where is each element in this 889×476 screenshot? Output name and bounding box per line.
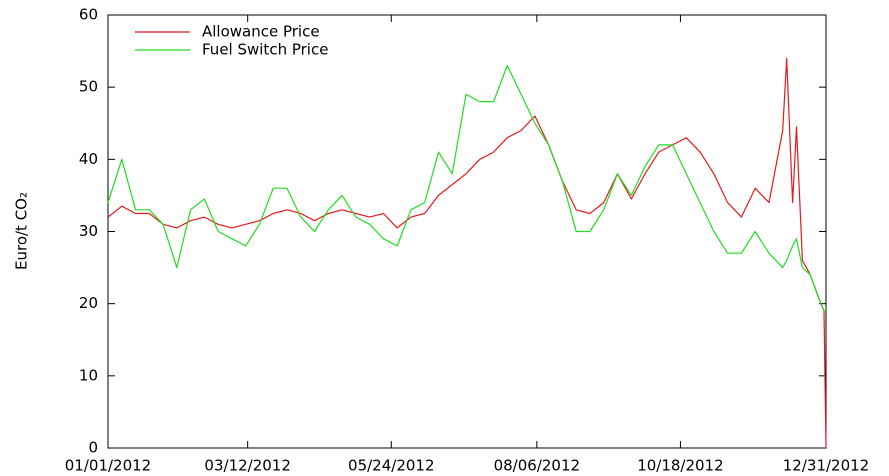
- y-tick-label: 50: [79, 78, 98, 96]
- legend-label: Allowance Price: [202, 23, 320, 41]
- legend-label: Fuel Switch Price: [202, 41, 328, 59]
- y-axis-label: Euro/t CO₂: [13, 192, 31, 270]
- x-tick-label: 03/12/2012: [204, 457, 290, 475]
- y-tick-label: 10: [79, 366, 98, 384]
- y-tick-label: 30: [79, 222, 98, 240]
- x-tick-label: 05/24/2012: [348, 457, 434, 475]
- x-tick-label: 08/06/2012: [494, 457, 580, 475]
- x-tick-label: 01/01/2012: [65, 457, 151, 475]
- plot-frame: [107, 14, 827, 449]
- series-line: [107, 64, 826, 312]
- y-tick-label: 20: [79, 294, 98, 312]
- y-tick-label: 0: [88, 439, 98, 457]
- y-tick-label: 60: [79, 6, 98, 24]
- y-tick-label: 40: [79, 150, 98, 168]
- x-tick-label: 12/31/2012: [783, 457, 869, 475]
- x-tick-label: 10/18/2012: [637, 457, 723, 475]
- series-line: [107, 57, 827, 449]
